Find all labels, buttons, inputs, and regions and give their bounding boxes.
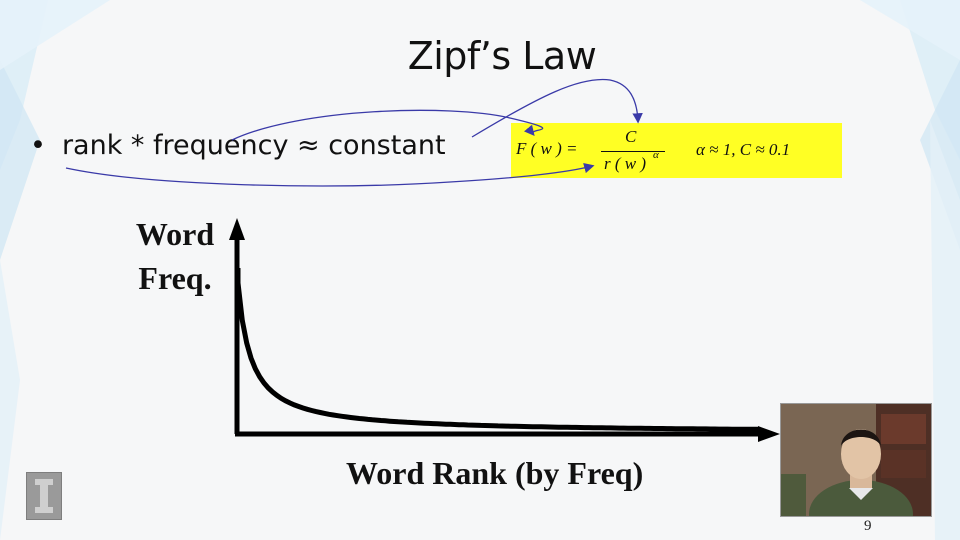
university-logo-icon xyxy=(26,472,62,520)
chart-y-label-line1: Word xyxy=(135,216,215,252)
formula-params: α ≈ 1, C ≈ 0.1 xyxy=(696,140,791,159)
arrow-to-denominator xyxy=(65,163,595,187)
formula-exponent: α xyxy=(653,149,659,161)
zipf-curve xyxy=(235,268,758,432)
arrow-to-lhs xyxy=(231,109,544,141)
slide-title: Zipf’s Law xyxy=(407,34,597,78)
formula-denominator: r ( w ) xyxy=(604,154,647,173)
formula-numerator: C xyxy=(625,127,637,146)
x-axis-arrowhead xyxy=(758,426,780,442)
presenter-video-thumbnail[interactable] xyxy=(780,403,932,517)
bullet-text: rank * frequency ≈ constant xyxy=(61,130,446,161)
bullet-point: • rank * frequency ≈ constant xyxy=(30,130,446,161)
bullet-marker: • xyxy=(30,130,46,161)
chart-x-label: Word Rank (by Freq) xyxy=(346,455,644,491)
page-number: 9 xyxy=(864,518,872,534)
arrow-to-numerator xyxy=(471,78,643,138)
presenter-image xyxy=(781,404,931,516)
block-i-glyph xyxy=(35,479,53,513)
chart-y-label: Word Freq. xyxy=(130,212,220,300)
fraction-bar xyxy=(601,151,665,152)
formula-lhs: F ( w ) = xyxy=(516,139,578,158)
y-axis-arrowhead xyxy=(229,218,245,240)
formula-highlight-box xyxy=(511,123,842,178)
chart-y-label-line2: Freq. xyxy=(138,260,212,296)
